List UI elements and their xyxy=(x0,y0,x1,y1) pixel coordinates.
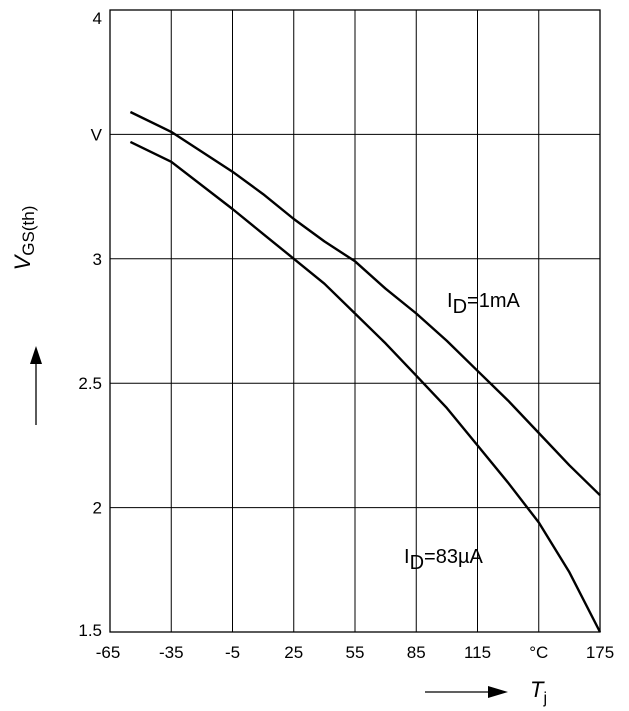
series-label-sub: D xyxy=(453,296,467,318)
series-line-2 xyxy=(129,140,602,633)
series-label-tail: =1mA xyxy=(467,290,520,312)
x-tick-label: -65 xyxy=(96,643,121,662)
y-tick-label: 3 xyxy=(93,250,102,269)
y-tick-label: 1.5 xyxy=(78,621,102,640)
series-label-tail: =83µA xyxy=(424,546,483,568)
tick-labels: 1.5 2 2.5 3 V 4 -65 -35 -5 25 55 85 115 °C 175 xyxy=(78,9,614,662)
x-tick-label: 25 xyxy=(284,643,303,662)
y-tick-label: 2.5 xyxy=(78,374,102,393)
series-label-sub: D xyxy=(410,552,424,574)
x-axis-arrow xyxy=(425,686,508,698)
grid xyxy=(110,10,600,632)
series-group xyxy=(129,110,602,633)
series-label-2: ID=83µA xyxy=(404,546,483,574)
x-tick-label: 85 xyxy=(407,643,426,662)
x-tick-label: °C xyxy=(529,643,548,662)
series-label-1: ID=1mA xyxy=(447,290,520,318)
x-tick-label: -35 xyxy=(159,643,184,662)
y-axis-label: VGS(th) xyxy=(10,206,38,271)
y-tick-label: 4 xyxy=(93,9,102,28)
y-axis-label-main: V xyxy=(10,253,35,270)
series-label-main: I xyxy=(404,546,410,568)
y-tick-label: 2 xyxy=(93,499,102,518)
x-tick-label: 55 xyxy=(346,643,365,662)
x-tick-label: -5 xyxy=(225,643,240,662)
y-tick-label: V xyxy=(91,125,103,144)
series-line-1 xyxy=(129,110,601,497)
x-tick-label: 115 xyxy=(464,643,491,662)
plot-frame xyxy=(109,9,601,633)
x-axis-label-main: T xyxy=(530,677,545,702)
x-axis-label: Tj xyxy=(530,677,547,707)
series-label-main: I xyxy=(447,290,453,312)
x-tick-label: 175 xyxy=(586,643,614,662)
y-axis-label-sub: GS(th) xyxy=(19,206,38,256)
y-axis-arrow xyxy=(30,346,42,425)
x-axis-label-sub: j xyxy=(542,690,547,707)
